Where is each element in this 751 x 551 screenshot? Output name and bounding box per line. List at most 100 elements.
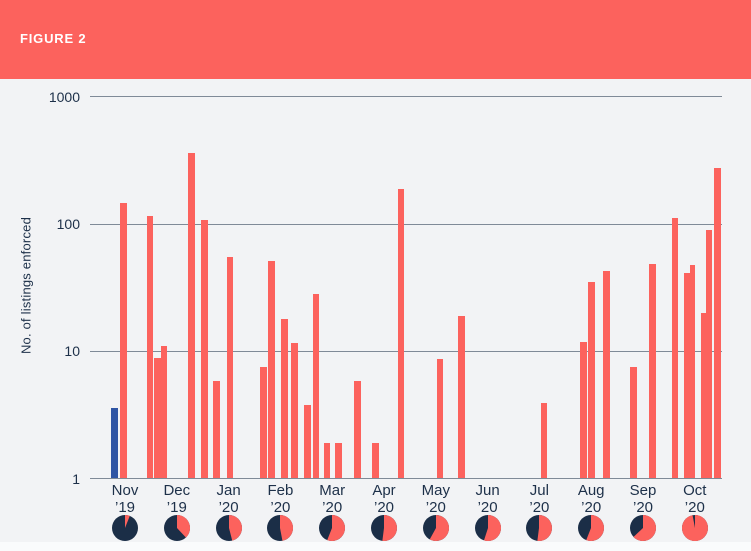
month-name: Mar: [319, 482, 346, 499]
bar-salmon-10: [281, 318, 288, 479]
bar-salmon-1: [146, 216, 154, 479]
bar-salmon-29: [689, 264, 696, 479]
grid-line-100: [90, 223, 722, 225]
bar-salmon-25: [630, 367, 637, 479]
month-pie-oct-20: [681, 515, 708, 541]
month-label-oct-20: Oct ’20: [665, 482, 725, 516]
bar-salmon-2: [154, 357, 161, 479]
month-name: Jan: [216, 482, 241, 499]
bar-salmon-3: [160, 346, 168, 479]
pie-chart-icon: [319, 515, 346, 541]
bar-salmon-0: [120, 203, 127, 479]
month-year: ’20: [218, 499, 239, 516]
month-name: Aug: [577, 482, 605, 499]
month-name: Jun: [475, 482, 500, 499]
month-label-sep-20: Sep ’20: [613, 482, 673, 516]
bar-salmon-20: [458, 315, 465, 479]
y-tick-label-1: 1: [72, 470, 80, 487]
month-pie-may-20: [422, 515, 449, 541]
pie-chart-icon: [371, 515, 397, 541]
month-year: ’20: [581, 499, 602, 516]
month-year: ’20: [529, 499, 550, 516]
bar-salmon-14: [323, 443, 331, 479]
pie-chart-icon: [681, 515, 708, 541]
month-label-jul-20: Jul ’20: [509, 482, 569, 516]
month-pie-aug-20: [578, 515, 605, 541]
bar-salmon-8: [260, 367, 267, 479]
month-year: ’20: [322, 499, 343, 516]
footer-strip: [0, 542, 751, 551]
grid-line-1000: [90, 96, 722, 98]
month-pie-apr-20: [371, 515, 397, 541]
month-label-feb-20: Feb ’20: [250, 482, 310, 516]
pie-chart-icon: [630, 515, 656, 541]
month-pie-nov-19: [112, 515, 138, 541]
pie-chart-icon: [267, 515, 294, 541]
month-year: ’20: [373, 499, 395, 516]
bar-salmon-26: [649, 263, 656, 479]
bar-salmon-17: [372, 443, 379, 479]
bar-blue-0: [111, 407, 118, 479]
month-name: Sep: [629, 482, 657, 499]
pie-chart-icon: [422, 515, 449, 541]
bar-salmon-16: [354, 381, 361, 479]
month-pie-dec-19: [163, 515, 190, 541]
bar-salmon-31: [706, 229, 712, 479]
pie-chart-icon: [112, 515, 138, 541]
bar-salmon-24: [603, 270, 610, 479]
month-year: ’20: [477, 499, 498, 516]
month-label-apr-20: Apr ’20: [354, 482, 414, 516]
month-year: ’20: [632, 499, 654, 516]
bar-salmon-21: [540, 403, 548, 479]
month-name: Oct: [683, 482, 707, 499]
grid-line-1: [90, 478, 722, 479]
bar-salmon-28: [684, 273, 690, 479]
month-pie-jun-20: [474, 515, 501, 541]
bar-salmon-9: [268, 261, 275, 479]
y-tick-label-1000: 1000: [48, 88, 80, 105]
month-label-aug-20: Aug ’20: [561, 482, 621, 516]
month-pie-sep-20: [630, 515, 656, 541]
month-label-may-20: May ’20: [406, 482, 466, 516]
month-label-nov-19: Nov ’19: [95, 482, 155, 516]
bar-salmon-30: [700, 313, 706, 479]
bar-salmon-11: [291, 343, 298, 479]
bar-salmon-6: [213, 381, 220, 479]
y-tick-label-100: 100: [56, 216, 80, 233]
pie-chart-icon: [578, 515, 605, 541]
bar-salmon-22: [580, 342, 587, 479]
month-label-jun-20: Jun ’20: [458, 482, 518, 516]
month-name: Feb: [267, 482, 294, 499]
month-year: ’20: [270, 499, 291, 516]
bar-salmon-23: [588, 282, 595, 479]
month-year: ’19: [166, 499, 187, 516]
bar-salmon-27: [671, 218, 679, 479]
month-year: ’20: [425, 499, 446, 516]
bar-salmon-18: [397, 189, 405, 479]
month-label-jan-20: Jan ’20: [199, 482, 259, 516]
bar-salmon-15: [335, 443, 342, 479]
bar-salmon-7: [226, 257, 234, 479]
pie-chart-icon: [215, 515, 242, 541]
month-label-mar-20: Mar ’20: [302, 482, 362, 516]
month-year: ’20: [684, 499, 705, 516]
month-pie-feb-20: [267, 515, 294, 541]
bar-salmon-32: [714, 168, 721, 479]
grid-line-10: [90, 350, 722, 352]
bar-salmon-13: [312, 294, 320, 479]
bar-salmon-12: [304, 404, 311, 479]
month-name: Jul: [529, 482, 549, 499]
month-pie-mar-20: [319, 515, 346, 541]
y-tick-label-10: 10: [64, 343, 80, 360]
figure-title: FIGURE 2: [20, 31, 87, 46]
month-name: May: [421, 482, 450, 499]
month-label-dec-19: Dec ’19: [147, 482, 207, 516]
month-name: Nov: [111, 482, 139, 499]
bar-salmon-4: [188, 153, 195, 479]
bar-salmon-5: [201, 220, 208, 479]
figure-banner: FIGURE 2: [0, 0, 751, 79]
bar-salmon-19: [436, 358, 444, 479]
pie-chart-icon: [474, 515, 501, 541]
month-pie-jul-20: [526, 515, 553, 541]
